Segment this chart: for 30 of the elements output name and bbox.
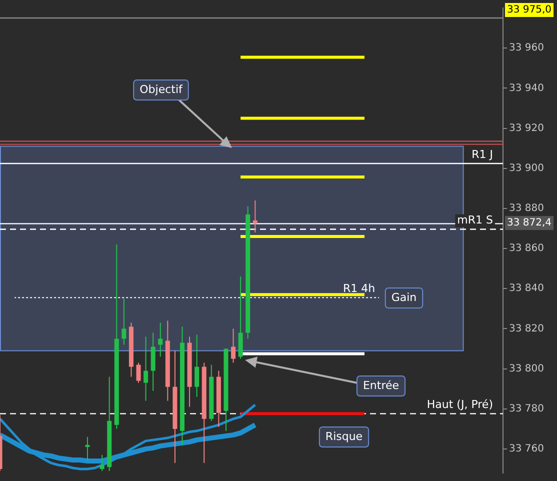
y-tick-label: 33 900 [509, 162, 544, 174]
candlestick [85, 436, 90, 462]
y-tick-label: 33 960 [509, 42, 544, 54]
series-label: R1 4h [342, 282, 376, 295]
y-tick-label: 33 800 [509, 363, 544, 374]
annotation: Risque [325, 430, 363, 443]
y-tick-label: 33 840 [509, 283, 544, 294]
y-tick-label: 33 920 [509, 122, 544, 134]
y-tick-label: 33 880 [509, 203, 544, 214]
y-tick-label: 33 820 [509, 323, 544, 334]
ref-line-label: R1 J [472, 148, 493, 161]
candlestick [136, 362, 141, 384]
candlestick [122, 298, 126, 346]
candlestick [194, 334, 200, 398]
candlestick [231, 328, 236, 364]
y-tick-label: 33 780 [509, 403, 544, 414]
annotation: Gain [391, 290, 417, 304]
annotation: Entrée [362, 378, 400, 392]
ref-line-label: Haut (J, Pré) [426, 398, 493, 412]
ref-line-label: mR1 S [457, 214, 494, 227]
candlestick [252, 200, 258, 233]
annotation: Objectif [140, 82, 184, 96]
y-tick-label: 33 760 [509, 444, 544, 455]
y-tick-label: 33 940 [509, 82, 544, 94]
candlestick [158, 322, 163, 358]
text: 33 975,0 [507, 4, 552, 16]
candlestick [100, 454, 104, 472]
candlestick [144, 336, 148, 402]
text: 33 872,4 [507, 218, 552, 229]
y-tick-label: 33 860 [509, 243, 544, 254]
